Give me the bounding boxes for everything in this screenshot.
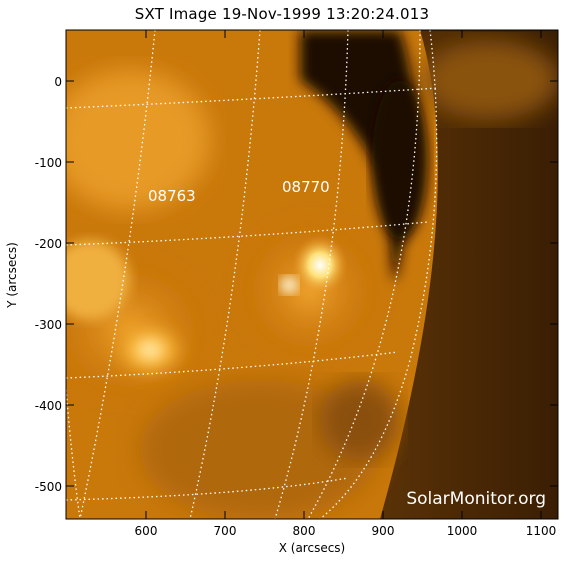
bright-patch-left: [66, 240, 130, 320]
dark-region: [372, 80, 428, 240]
figure-title: SXT Image 19-Nov-1999 13:20:24.013: [134, 5, 430, 23]
latitude-line: [66, 87, 439, 109]
y-tick-label: -400: [35, 399, 62, 413]
solar-limb: [319, 30, 438, 519]
x-tick-label: 1000: [447, 524, 478, 538]
longitude-line: [79, 30, 156, 519]
latitude-line: [66, 351, 399, 379]
lower-dim-patch: [320, 380, 400, 460]
heliographic-grid: [66, 30, 439, 519]
x-axis-tick-labels: 600 700 800 900 1000 1100: [135, 524, 557, 538]
x-tick-label: 900: [372, 524, 395, 538]
x-tick-label: 1100: [526, 524, 557, 538]
region-label-08763: 08763: [148, 187, 196, 205]
plot-frame: [65, 29, 559, 520]
region-label-08770: 08770: [282, 178, 330, 196]
latitude-line: [66, 477, 349, 501]
x-tick-label: 600: [135, 524, 158, 538]
lower-region: [140, 380, 380, 519]
bright-kernel-08770: [292, 235, 348, 295]
longitude-line: [274, 30, 349, 519]
y-tick-label: -300: [35, 318, 62, 332]
bright-point-08770: [280, 276, 298, 294]
x-axis-ticks: [145, 30, 542, 519]
loop-region-upper-left: [66, 70, 210, 210]
longitude-line: [66, 379, 81, 519]
y-axis-tick-labels: 0 -100 -200 -300 -400 -500: [35, 75, 62, 494]
bright-kernel-left: [105, 315, 195, 385]
y-axis-ticks: [66, 80, 558, 487]
x-tick-label: 700: [214, 524, 237, 538]
x-tick-label: 800: [293, 524, 316, 538]
y-tick-label: 0: [54, 75, 62, 89]
watermark: SolarMonitor.org: [406, 489, 546, 509]
y-tick-label: -200: [35, 237, 62, 251]
corona-glow: [420, 40, 558, 120]
y-axis-label: Y (arcsecs): [5, 242, 19, 308]
y-tick-label: -100: [35, 156, 62, 170]
y-tick-label: -500: [35, 480, 62, 494]
x-axis-label: X (arcsecs): [278, 541, 346, 555]
off-limb-corona: [380, 30, 558, 519]
image-area: 08763 08770 SolarMonitor.org: [66, 30, 558, 519]
